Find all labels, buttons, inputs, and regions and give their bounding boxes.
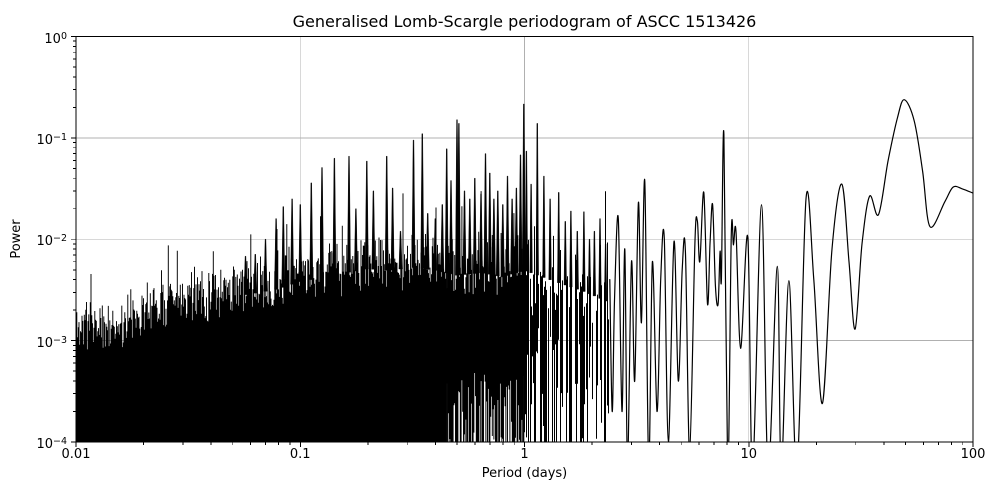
x-tick-label-1: 1 xyxy=(520,447,529,462)
axis-ticks xyxy=(71,36,974,447)
data-region xyxy=(76,99,973,442)
y-tick-label-1e-4: 10−4 xyxy=(36,436,67,452)
x-tick-label-100: 100 xyxy=(960,447,986,462)
peak-spikes xyxy=(243,103,608,302)
y-tick-label-1e-3: 10−3 xyxy=(36,334,67,351)
y-tick-label-1e-1: 10−1 xyxy=(36,131,67,148)
x-tick-label-10: 10 xyxy=(740,447,758,462)
x-tick-label-0.1: 0.1 xyxy=(289,447,311,462)
chart-title: Generalised Lomb-Scargle periodogram of … xyxy=(292,12,757,31)
resolved-curve xyxy=(609,99,973,442)
dense-mass-mid-periods xyxy=(446,191,525,442)
dense-mass-striped xyxy=(524,191,609,442)
y-tick-label-1e0: 100 xyxy=(44,30,67,47)
y-tick-label-1e-2: 10−2 xyxy=(36,233,67,250)
dense-mass-short-periods xyxy=(76,193,447,442)
x-axis-label: Period (days) xyxy=(481,466,568,481)
x-tick-label-0.01: 0.01 xyxy=(61,447,91,462)
